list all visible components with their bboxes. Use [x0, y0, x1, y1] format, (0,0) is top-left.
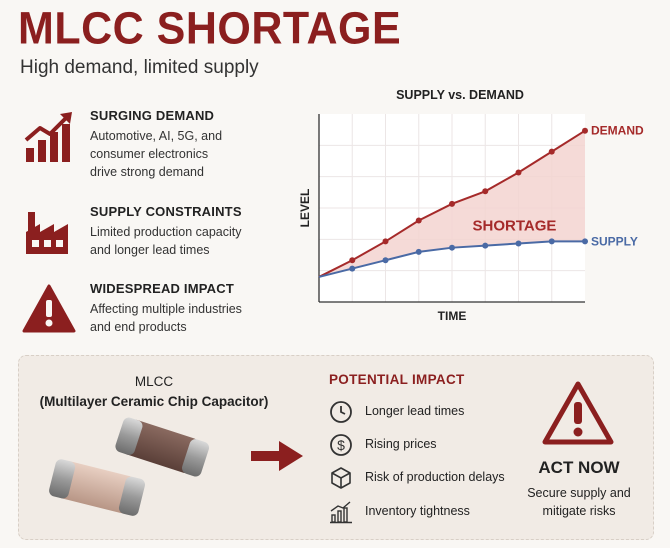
factor-desc: Limited production capacity and longer l…: [90, 223, 290, 259]
factor-desc: Automotive, AI, 5G, and consumer electro…: [90, 127, 290, 181]
arrow-right-icon: [251, 441, 303, 471]
supply-point: [382, 257, 389, 264]
impact-label: Risk of production delays: [365, 470, 505, 484]
act-now-desc-line: Secure supply and: [527, 486, 631, 500]
mlcc-heading: MLCC (Multilayer Ceramic Chip Capacitor): [19, 372, 289, 412]
alert-icon: [542, 381, 614, 445]
supply-point: [449, 244, 455, 251]
dollar-icon: $: [330, 434, 352, 456]
factor-title: SUPPLY CONSTRAINTS: [90, 204, 242, 219]
impact-item: Longer lead times: [325, 400, 525, 426]
clock-icon: [330, 401, 352, 423]
box-icon: [331, 467, 351, 489]
impact-label: Inventory tightness: [365, 504, 470, 518]
factor-desc-line: Limited production capacity: [90, 225, 242, 239]
growth-chart-icon: [24, 112, 72, 162]
supply-demand-chart: SUPPLY vs. DEMAND DEMAND SUPPLY SHORTAGE TI…: [295, 84, 655, 329]
impact-item: Inventory tightness: [325, 500, 525, 526]
supply-label: SUPPLY: [591, 234, 638, 248]
factor-widespread-impact: WIDESPREAD IMPACT Affecting multiple ind…: [22, 281, 292, 351]
factor-desc-line: Automotive, AI, 5G, and: [90, 129, 223, 143]
factor-desc-line: Affecting multiple industries: [90, 302, 242, 316]
factor-desc-line: and longer lead times: [90, 243, 210, 257]
factor-supply-constraints: SUPPLY CONSTRAINTS Limited production ca…: [22, 204, 292, 274]
supply-point: [415, 248, 422, 255]
act-now-title: ACT NOW: [538, 458, 620, 477]
demand-point: [415, 217, 422, 224]
demand-point: [349, 257, 356, 264]
factory-icon: [26, 212, 68, 254]
impact-item: Risk of production delays: [325, 466, 525, 492]
page-subtitle: High demand, limited supply: [20, 57, 259, 78]
supply-point: [582, 238, 588, 245]
demand-point: [382, 238, 389, 245]
impact-label: Rising prices: [365, 437, 437, 451]
warning-icon: [22, 284, 76, 333]
factor-desc-line: drive strong demand: [90, 165, 204, 179]
impact-title: POTENTIAL IMPACT: [329, 372, 465, 387]
impact-item: $ Rising prices: [325, 433, 525, 459]
demand-point: [482, 188, 489, 195]
chart-title: SUPPLY vs. DEMAND: [396, 88, 524, 102]
act-now-desc: Secure supply and mitigate risks: [509, 484, 649, 520]
page-title: MLCC SHORTAGE: [18, 3, 402, 55]
factor-surging-demand: SURGING DEMAND Automotive, AI, 5G, and c…: [22, 108, 292, 181]
supply-point: [515, 240, 522, 247]
chart-canvas: DEMAND SUPPLY SHORTAGE TIME LEVEL: [298, 114, 644, 323]
mlcc-name: MLCC: [134, 374, 174, 389]
mlcc-full-name: (Multilayer Ceramic Chip Capacitor): [39, 394, 269, 409]
act-now-desc-line: mitigate risks: [542, 504, 616, 518]
supply-point: [482, 242, 489, 249]
y-axis-label: LEVEL: [298, 189, 312, 228]
svg-text:$: $: [337, 437, 345, 453]
bar-chart-icon: [330, 501, 352, 524]
factor-title: SURGING DEMAND: [90, 108, 215, 123]
impact-label: Longer lead times: [365, 404, 465, 418]
shortage-annotation: SHORTAGE: [473, 217, 557, 234]
x-axis-label: TIME: [438, 309, 467, 323]
factor-desc-line: consumer electronics: [90, 147, 209, 161]
factor-title: WIDESPREAD IMPACT: [90, 281, 234, 296]
supply-point: [548, 238, 555, 245]
supply-point: [349, 265, 356, 272]
demand-point: [548, 148, 555, 155]
factor-desc-line: and end products: [90, 320, 187, 334]
demand-point: [582, 127, 588, 134]
demand-label: DEMAND: [591, 124, 644, 138]
factor-desc: Affecting multiple industries and end pr…: [90, 300, 290, 336]
bottom-panel: MLCC (Multilayer Ceramic Chip Capacitor): [18, 355, 654, 540]
demand-point: [515, 169, 522, 176]
mlcc-chip-image: [49, 417, 210, 516]
demand-point: [449, 200, 455, 207]
